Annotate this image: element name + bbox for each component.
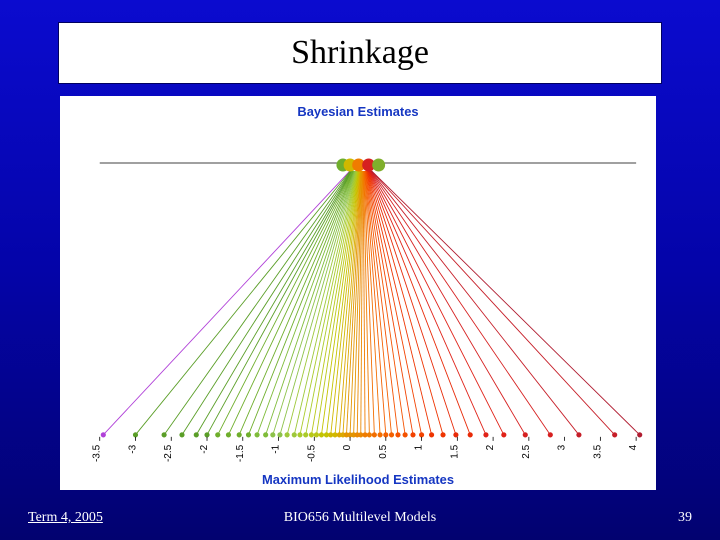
axis-tick-label: -1 [271, 444, 282, 453]
mle-marker [254, 432, 259, 437]
mle-marker [612, 432, 617, 437]
axis-tick-label: -3 [128, 444, 139, 453]
mle-marker [204, 432, 209, 437]
shrinkage-line [369, 171, 470, 435]
mle-marker [419, 432, 424, 437]
footer-left-text: Term 4, 2005 [28, 510, 103, 526]
axis-tick-label: 2 [485, 444, 496, 450]
mle-marker [367, 432, 372, 437]
axis-tick-label: 4 [628, 444, 639, 450]
axis-tick-label: 0 [342, 444, 353, 450]
shrinkage-line [239, 171, 353, 435]
mle-marker [285, 432, 290, 437]
shrinkage-chart: Bayesian Estimates -3.5 -3 -2.5 -2 -1.5 -1 -0.5… [60, 96, 656, 490]
shrinkage-line [103, 171, 350, 435]
shrinkage-line [248, 171, 353, 435]
mle-marker [523, 432, 528, 437]
mle-marker [179, 432, 184, 437]
mle-marker [319, 432, 324, 437]
mle-marker [297, 432, 302, 437]
axis-tick-label: -1.5 [235, 444, 246, 462]
footer-page-number: 39 [678, 510, 692, 526]
axis-tick-label: 3.5 [592, 444, 603, 458]
shrinkage-line [371, 171, 614, 435]
mle-marker [270, 432, 275, 437]
mle-marker [378, 432, 383, 437]
bayes-marker [372, 158, 385, 171]
axis-tick-label: 1 [414, 444, 425, 450]
mle-marker [548, 432, 553, 437]
footer: Term 4, 2005 BIO656 Multilevel Models 39 [0, 510, 720, 530]
mle-marker [389, 432, 394, 437]
shrinkage-line [207, 171, 352, 435]
shrinkage-line [182, 171, 351, 435]
axis-tick-label: -3.5 [92, 444, 103, 462]
mle-marker [277, 432, 282, 437]
shrinkage-line [369, 171, 486, 435]
axis-tick-label: -2.5 [163, 444, 174, 462]
mle-marker [576, 432, 581, 437]
mle-marker [395, 432, 400, 437]
slide-title: Shrinkage [291, 34, 429, 72]
axis-tick-label: -0.5 [306, 444, 317, 462]
mle-marker [237, 432, 242, 437]
mle-marker [292, 432, 297, 437]
slide-root: Shrinkage Bayesian Estimates -3.5 -3 -2.5 -2… [0, 0, 720, 540]
mle-marker [263, 432, 268, 437]
mle-marker [429, 432, 434, 437]
mle-marker [440, 432, 445, 437]
axis-tick-label: -2 [199, 444, 210, 453]
mle-marker [453, 432, 458, 437]
mle-marker [372, 432, 377, 437]
shrinkage-line [370, 171, 550, 435]
axis-tick-label: 0.5 [378, 444, 389, 458]
mle-marker [215, 432, 220, 437]
mle-marker [101, 432, 106, 437]
chart-bottom-title: Maximum Likelihood Estimates [262, 472, 454, 487]
chart-top-title: Bayesian Estimates [297, 104, 418, 119]
mle-marker [303, 432, 308, 437]
mle-marker [410, 432, 415, 437]
mle-marker [468, 432, 473, 437]
shrinkage-line [371, 171, 579, 435]
mle-marker [133, 432, 138, 437]
mle-marker [383, 432, 388, 437]
mle-marker [403, 432, 408, 437]
shrinkage-line [368, 171, 443, 435]
mle-marker [309, 432, 314, 437]
mle-marker [194, 432, 199, 437]
axis-tick-label: 1.5 [449, 444, 460, 458]
title-box: Shrinkage [58, 22, 662, 84]
axis-tick-label: 3 [557, 444, 568, 450]
mle-marker [637, 432, 642, 437]
axis-tick-label: 2.5 [521, 444, 532, 458]
mle-marker [501, 432, 506, 437]
mle-marker [246, 432, 251, 437]
mle-marker [226, 432, 231, 437]
mle-marker [483, 432, 488, 437]
footer-center-text: BIO656 Multilevel Models [284, 510, 436, 526]
mle-marker [314, 432, 319, 437]
mle-marker [162, 432, 167, 437]
